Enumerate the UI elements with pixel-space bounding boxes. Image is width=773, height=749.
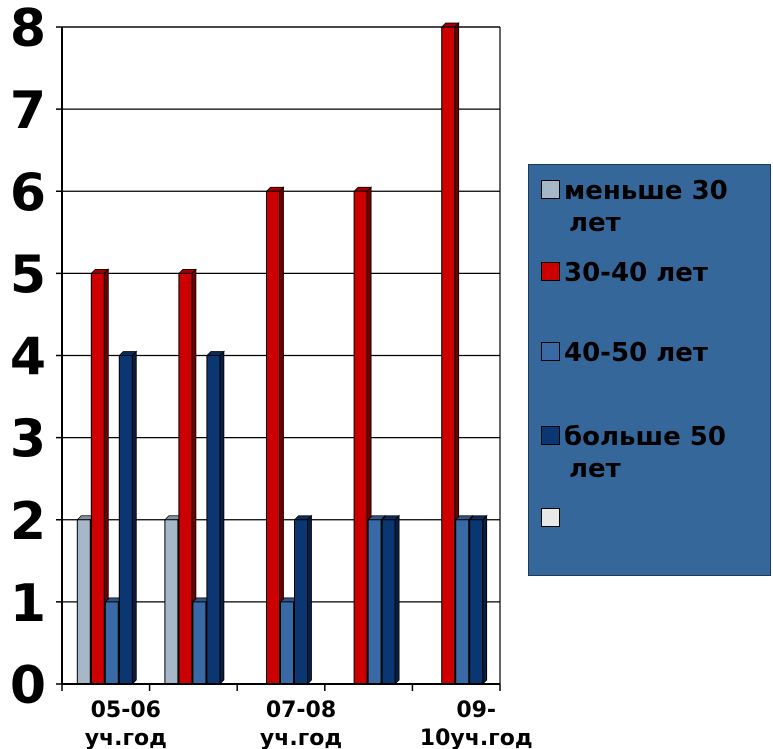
axes [56, 26, 501, 691]
bar [206, 355, 221, 685]
x-tick-label: 05-06 [91, 698, 161, 723]
legend-label: 40-50 лет [541, 337, 769, 369]
y-tick-label: 0 [10, 656, 46, 716]
bar-side [482, 514, 488, 685]
legend-label: 30-40 лет [541, 257, 769, 289]
legend-swatch [541, 508, 560, 527]
bar [294, 519, 308, 685]
bar [367, 519, 382, 685]
legend-label: лет [569, 454, 621, 484]
legend-item: больше 50 лет [541, 421, 769, 485]
bar-side [219, 350, 225, 685]
bar [381, 519, 396, 685]
bar [104, 601, 119, 685]
legend-label: больше 50 [541, 421, 769, 453]
bar [118, 355, 133, 685]
y-tick-label: 3 [10, 410, 46, 470]
bar [164, 519, 179, 685]
bar [280, 601, 294, 685]
legend: меньше 30 лет 30-40 лет 40-50 лет больше 50 л… [528, 164, 771, 576]
bar-side [131, 350, 137, 685]
y-tick-label: 6 [10, 163, 46, 223]
y-tick-label: 1 [10, 574, 46, 634]
bar [353, 190, 368, 685]
bar [192, 601, 207, 685]
legend-label: меньше 30 [541, 175, 769, 207]
y-tick-label: 8 [10, 0, 46, 59]
x-tick-label: 09- [456, 698, 496, 723]
x-tick-label: уч.год [85, 726, 167, 749]
legend-item [541, 503, 769, 535]
y-tick-label: 5 [10, 245, 46, 305]
legend-item: 40-50 лет [541, 337, 769, 369]
bar [455, 519, 470, 685]
legend-item: меньше 30 лет [541, 175, 769, 239]
bar [178, 272, 193, 685]
legend-label [541, 503, 769, 535]
legend-swatch [541, 180, 560, 199]
y-tick-label: 4 [10, 328, 46, 388]
x-tick-label: 07-08 [266, 698, 336, 723]
y-tick-label: 2 [10, 492, 46, 552]
bar [266, 190, 280, 685]
bar-side [394, 514, 400, 685]
legend-swatch [541, 342, 560, 361]
x-tick-label: 10уч.год [420, 726, 533, 749]
bar [90, 272, 105, 685]
x-tick-labels: 05-06 уч.год 07-08 уч.год 09- 10уч.год [85, 698, 533, 749]
y-tick-label: 7 [10, 81, 46, 141]
bar [441, 26, 456, 685]
legend-item: 30-40 лет [541, 257, 769, 289]
legend-swatch [541, 426, 560, 445]
legend-label: лет [569, 208, 621, 238]
x-tick-label: уч.год [260, 726, 342, 749]
bars [76, 22, 488, 685]
y-tick-labels: 0 1 2 3 4 5 6 7 8 [10, 0, 46, 716]
legend-swatch [541, 262, 560, 281]
bar [76, 519, 91, 685]
bar [469, 519, 484, 685]
bar-side [307, 514, 312, 685]
